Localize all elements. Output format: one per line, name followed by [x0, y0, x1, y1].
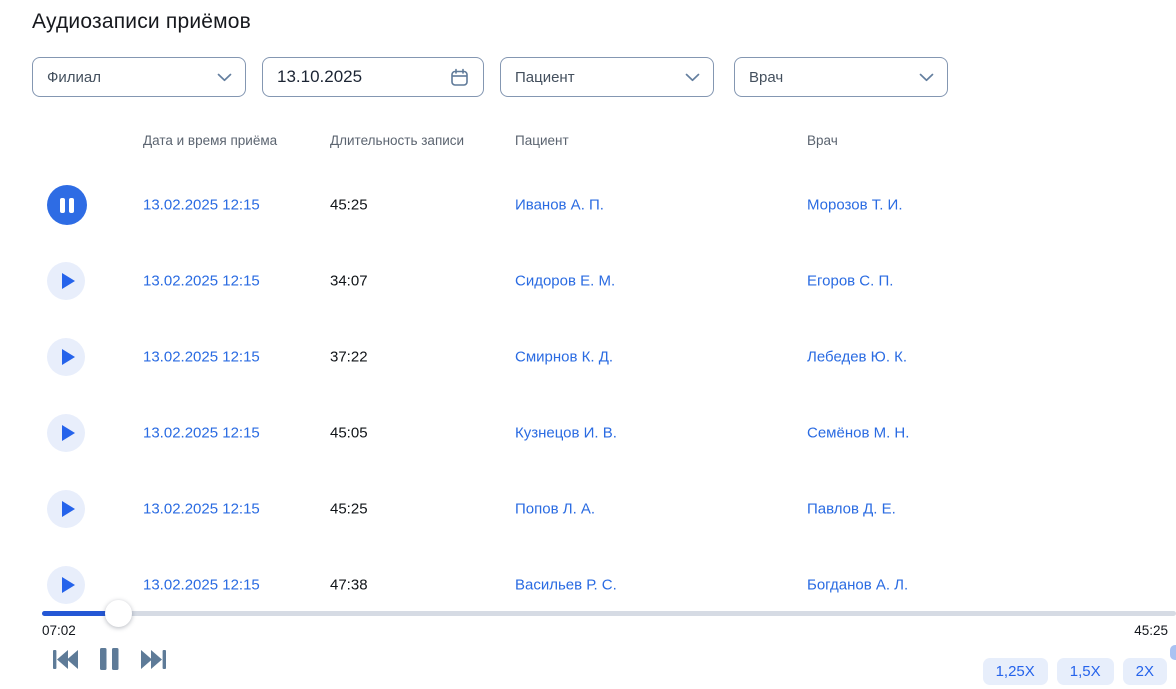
recordings-table-body: 13.02.2025 12:15 45:25 Иванов А. П. Моро…	[0, 167, 1176, 623]
play-icon	[61, 425, 75, 441]
chevron-down-icon	[919, 73, 934, 81]
patient-link[interactable]: Попов Л. А.	[515, 500, 596, 518]
progress-fill	[42, 611, 118, 616]
recording-duration: 47:38	[330, 576, 368, 594]
play-pause-button[interactable]	[47, 566, 85, 604]
recording-datetime-link[interactable]: 13.02.2025 12:15	[143, 576, 260, 594]
doctor-link[interactable]: Павлов Д. Е.	[807, 500, 896, 518]
recording-datetime-link[interactable]: 13.02.2025 12:15	[143, 500, 260, 518]
table-row: 13.02.2025 12:15 45:25 Иванов А. П. Моро…	[0, 167, 1176, 243]
recording-duration: 45:25	[330, 500, 368, 518]
branch-filter-dropdown[interactable]: Филиал	[32, 57, 246, 97]
doctor-link[interactable]: Егоров С. П.	[807, 272, 894, 290]
recording-datetime-link[interactable]: 13.02.2025 12:15	[143, 272, 260, 290]
play-pause-button[interactable]	[47, 490, 85, 528]
skip-next-icon	[141, 649, 166, 669]
chevron-down-icon	[685, 73, 700, 81]
table-row: 13.02.2025 12:15 47:38 Васильев Р. С. Бо…	[0, 547, 1176, 623]
player-controls	[53, 648, 166, 670]
date-filter-input[interactable]: 13.10.2025	[262, 57, 484, 97]
recording-datetime-link[interactable]: 13.02.2025 12:15	[143, 348, 260, 366]
pause-icon	[100, 648, 119, 670]
skip-previous-button[interactable]	[53, 649, 79, 670]
doctor-link[interactable]: Лебедев Ю. К.	[807, 348, 908, 366]
recording-duration: 37:22	[330, 348, 368, 366]
doctor-link[interactable]: Семёнов М. Н.	[807, 424, 910, 442]
table-header-row: Дата и время приёма Длительность записи …	[0, 133, 1176, 151]
skip-previous-icon	[53, 649, 78, 669]
recording-duration: 34:07	[330, 272, 368, 290]
pause-icon	[60, 197, 74, 213]
recording-datetime-link[interactable]: 13.02.2025 12:15	[143, 196, 260, 214]
patient-filter-label: Пациент	[515, 68, 575, 86]
doctor-filter-label: Врач	[749, 68, 784, 86]
column-header-duration: Длительность записи	[330, 133, 465, 148]
calendar-icon	[451, 68, 468, 86]
play-icon	[61, 577, 75, 593]
table-row: 13.02.2025 12:15 45:25 Попов Л. А. Павло…	[0, 471, 1176, 547]
column-header-patient: Пациент	[515, 133, 569, 148]
total-time: 45:25	[1134, 623, 1168, 638]
branch-filter-label: Филиал	[47, 68, 102, 86]
column-header-datetime: Дата и время приёма	[143, 133, 278, 148]
table-row: 13.02.2025 12:15 34:07 Сидоров Е. М. Его…	[0, 243, 1176, 319]
player-progress-track[interactable]	[42, 611, 1176, 616]
edge-scroll-indicator[interactable]	[1170, 645, 1176, 660]
speed-button[interactable]: 1,5X	[1056, 658, 1114, 685]
chevron-down-icon	[217, 73, 232, 81]
player-pause-button[interactable]	[100, 648, 119, 670]
table-row: 13.02.2025 12:15 37:22 Смирнов К. Д. Леб…	[0, 319, 1176, 395]
play-icon	[61, 349, 75, 365]
skip-next-button[interactable]	[140, 649, 166, 670]
filter-bar: Филиал 13.10.2025 Пациент Врач	[32, 57, 948, 97]
date-filter-value: 13.10.2025	[277, 67, 363, 86]
page-title: Аудиозаписи приёмов	[32, 10, 252, 33]
current-time: 07:02	[42, 623, 76, 638]
speed-button[interactable]: 1,25X	[982, 658, 1048, 685]
recording-duration: 45:05	[330, 424, 368, 442]
playback-speed-group: 1,25X 1,5X 2X	[982, 658, 1167, 685]
patient-link[interactable]: Иванов А. П.	[515, 196, 604, 214]
play-icon	[61, 273, 75, 289]
column-header-doctor: Врач	[807, 133, 838, 148]
patient-link[interactable]: Васильев Р. С.	[515, 576, 617, 594]
play-icon	[61, 501, 75, 517]
patient-filter-dropdown[interactable]: Пациент	[500, 57, 714, 97]
progress-thumb[interactable]	[104, 600, 132, 627]
speed-button[interactable]: 2X	[1122, 658, 1167, 685]
recording-duration: 45:25	[330, 196, 368, 214]
patient-link[interactable]: Смирнов К. Д.	[515, 348, 614, 366]
play-pause-button[interactable]	[47, 414, 85, 452]
play-pause-button[interactable]	[47, 262, 85, 300]
play-pause-button[interactable]	[47, 185, 87, 225]
recording-datetime-link[interactable]: 13.02.2025 12:15	[143, 424, 260, 442]
doctor-filter-dropdown[interactable]: Врач	[734, 57, 948, 97]
doctor-link[interactable]: Богданов А. Л.	[807, 576, 909, 594]
patient-link[interactable]: Кузнецов И. В.	[515, 424, 617, 442]
play-pause-button[interactable]	[47, 338, 85, 376]
doctor-link[interactable]: Морозов Т. И.	[807, 196, 903, 214]
table-row: 13.02.2025 12:15 45:05 Кузнецов И. В. Се…	[0, 395, 1176, 471]
patient-link[interactable]: Сидоров Е. М.	[515, 272, 616, 290]
